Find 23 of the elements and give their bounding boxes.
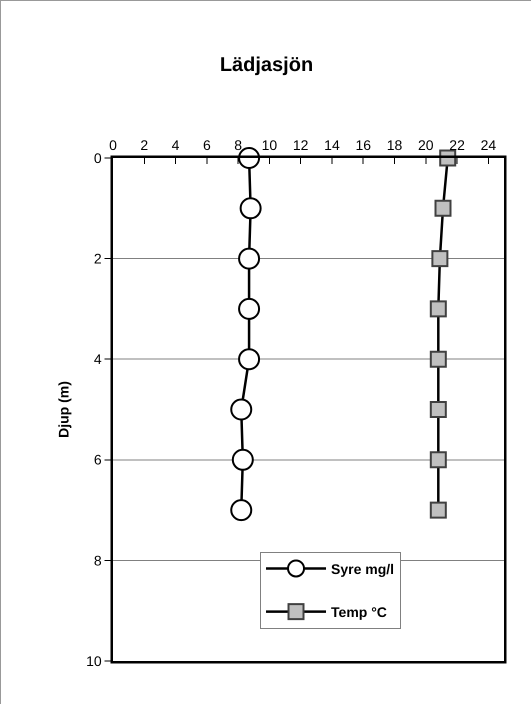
- x-tick-label: 8: [234, 136, 242, 153]
- y-tick-label: 4: [94, 351, 102, 368]
- x-tick-label: 6: [202, 136, 211, 153]
- y-tick-label: 8: [94, 552, 102, 568]
- x-tick-label: 18: [386, 136, 403, 153]
- x-tick-label: 0: [109, 136, 118, 153]
- x-tick-label: 24: [480, 136, 496, 153]
- y-tick-label: 6: [94, 452, 102, 468]
- legend-label: Syre mg/l: [331, 560, 394, 577]
- y-tick-label: 10: [86, 652, 102, 669]
- x-tick-label: 14: [324, 136, 340, 153]
- x-tick-label: 12: [292, 136, 309, 153]
- x-tick-label: 22: [449, 136, 466, 153]
- x-tick-label: 10: [262, 136, 278, 153]
- x-tick-label: 2: [140, 136, 148, 153]
- legend-label: Temp °C: [331, 604, 387, 620]
- y-axis-title: Djup (m): [55, 381, 72, 438]
- x-tick-label: 20: [418, 136, 434, 153]
- x-tick-label: 16: [355, 136, 372, 153]
- y-tick-label: 2: [94, 250, 102, 266]
- y-tick-label: 0: [94, 150, 102, 166]
- chart-title: Lädjasjön: [220, 54, 314, 76]
- x-tick-label: 4: [172, 136, 180, 153]
